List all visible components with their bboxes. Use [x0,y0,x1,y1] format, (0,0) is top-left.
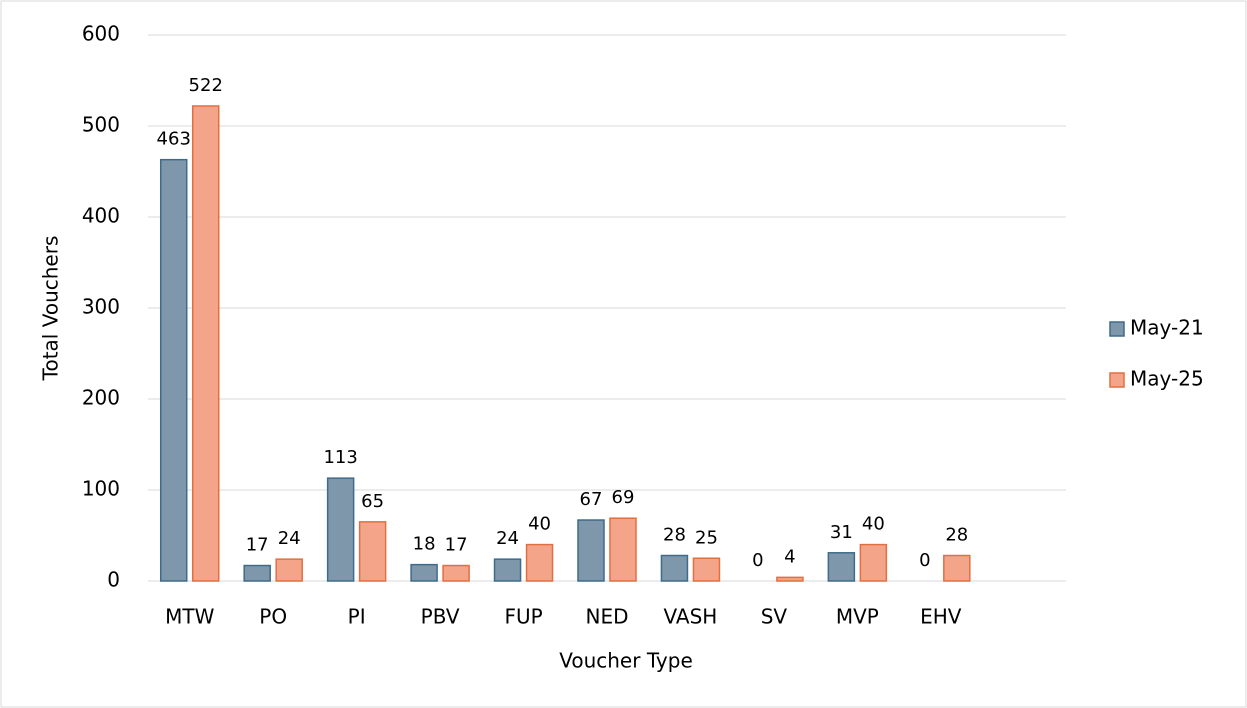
y-tick-label: 500 [82,113,120,137]
bar [776,576,804,582]
bar [609,517,637,582]
value-label: 17 [246,535,269,556]
x-tick-label: VASH [664,605,718,629]
y-tick-label: 200 [82,386,120,410]
bar [943,554,971,582]
value-label: 463 [157,129,191,150]
value-label: 4 [784,546,795,567]
bar [692,557,721,582]
x-tick-label: EHV [920,605,962,629]
y-tick-label: 300 [82,295,120,319]
legend-label: May-21 [1130,316,1204,340]
bar [859,543,888,582]
bar [410,563,438,582]
bar [577,519,605,582]
bar [493,558,522,582]
value-label: 31 [830,522,853,543]
y-tick-label: 0 [107,568,120,592]
legend-label: May-25 [1130,367,1204,391]
bar [827,552,856,582]
y-tick-label: 400 [82,204,120,228]
y-tick-label: 100 [82,477,120,501]
value-label: 40 [528,514,551,535]
value-label: 25 [695,527,718,548]
value-label: 17 [445,535,468,556]
y-tick-label: 600 [82,22,120,46]
x-tick-label: FUP [504,605,542,629]
bar [159,158,188,582]
y-axis-title: Total Vouchers [39,236,63,382]
value-label: 0 [919,550,930,571]
x-tick-label: NED [586,605,629,629]
x-tick-label: PO [259,605,287,629]
x-tick-label: PI [348,605,366,629]
value-label: 67 [580,489,603,510]
bar [525,543,554,582]
value-label: 24 [278,528,301,549]
value-label: 18 [413,534,436,555]
value-label: 28 [945,525,968,546]
x-tick-label: MTW [165,605,214,629]
x-tick-label: MVP [836,605,879,629]
value-label: 24 [496,528,519,549]
value-label: 28 [663,525,686,546]
bar [275,558,303,582]
value-label: 522 [189,75,223,96]
legend-swatch [1109,372,1125,388]
value-label: 65 [361,491,384,512]
bar [243,564,271,582]
x-tick-label: PBV [421,605,460,629]
bar [358,521,387,582]
bar [442,564,470,582]
bar [326,477,355,582]
value-label: 113 [323,447,357,468]
bar [191,105,220,582]
x-axis-title: Voucher Type [559,649,693,673]
value-label: 69 [612,487,635,508]
value-label: 0 [752,550,763,571]
x-tick-label: SV [761,605,788,629]
bar [660,554,689,582]
legend-swatch [1109,321,1125,337]
value-label: 40 [862,514,885,535]
